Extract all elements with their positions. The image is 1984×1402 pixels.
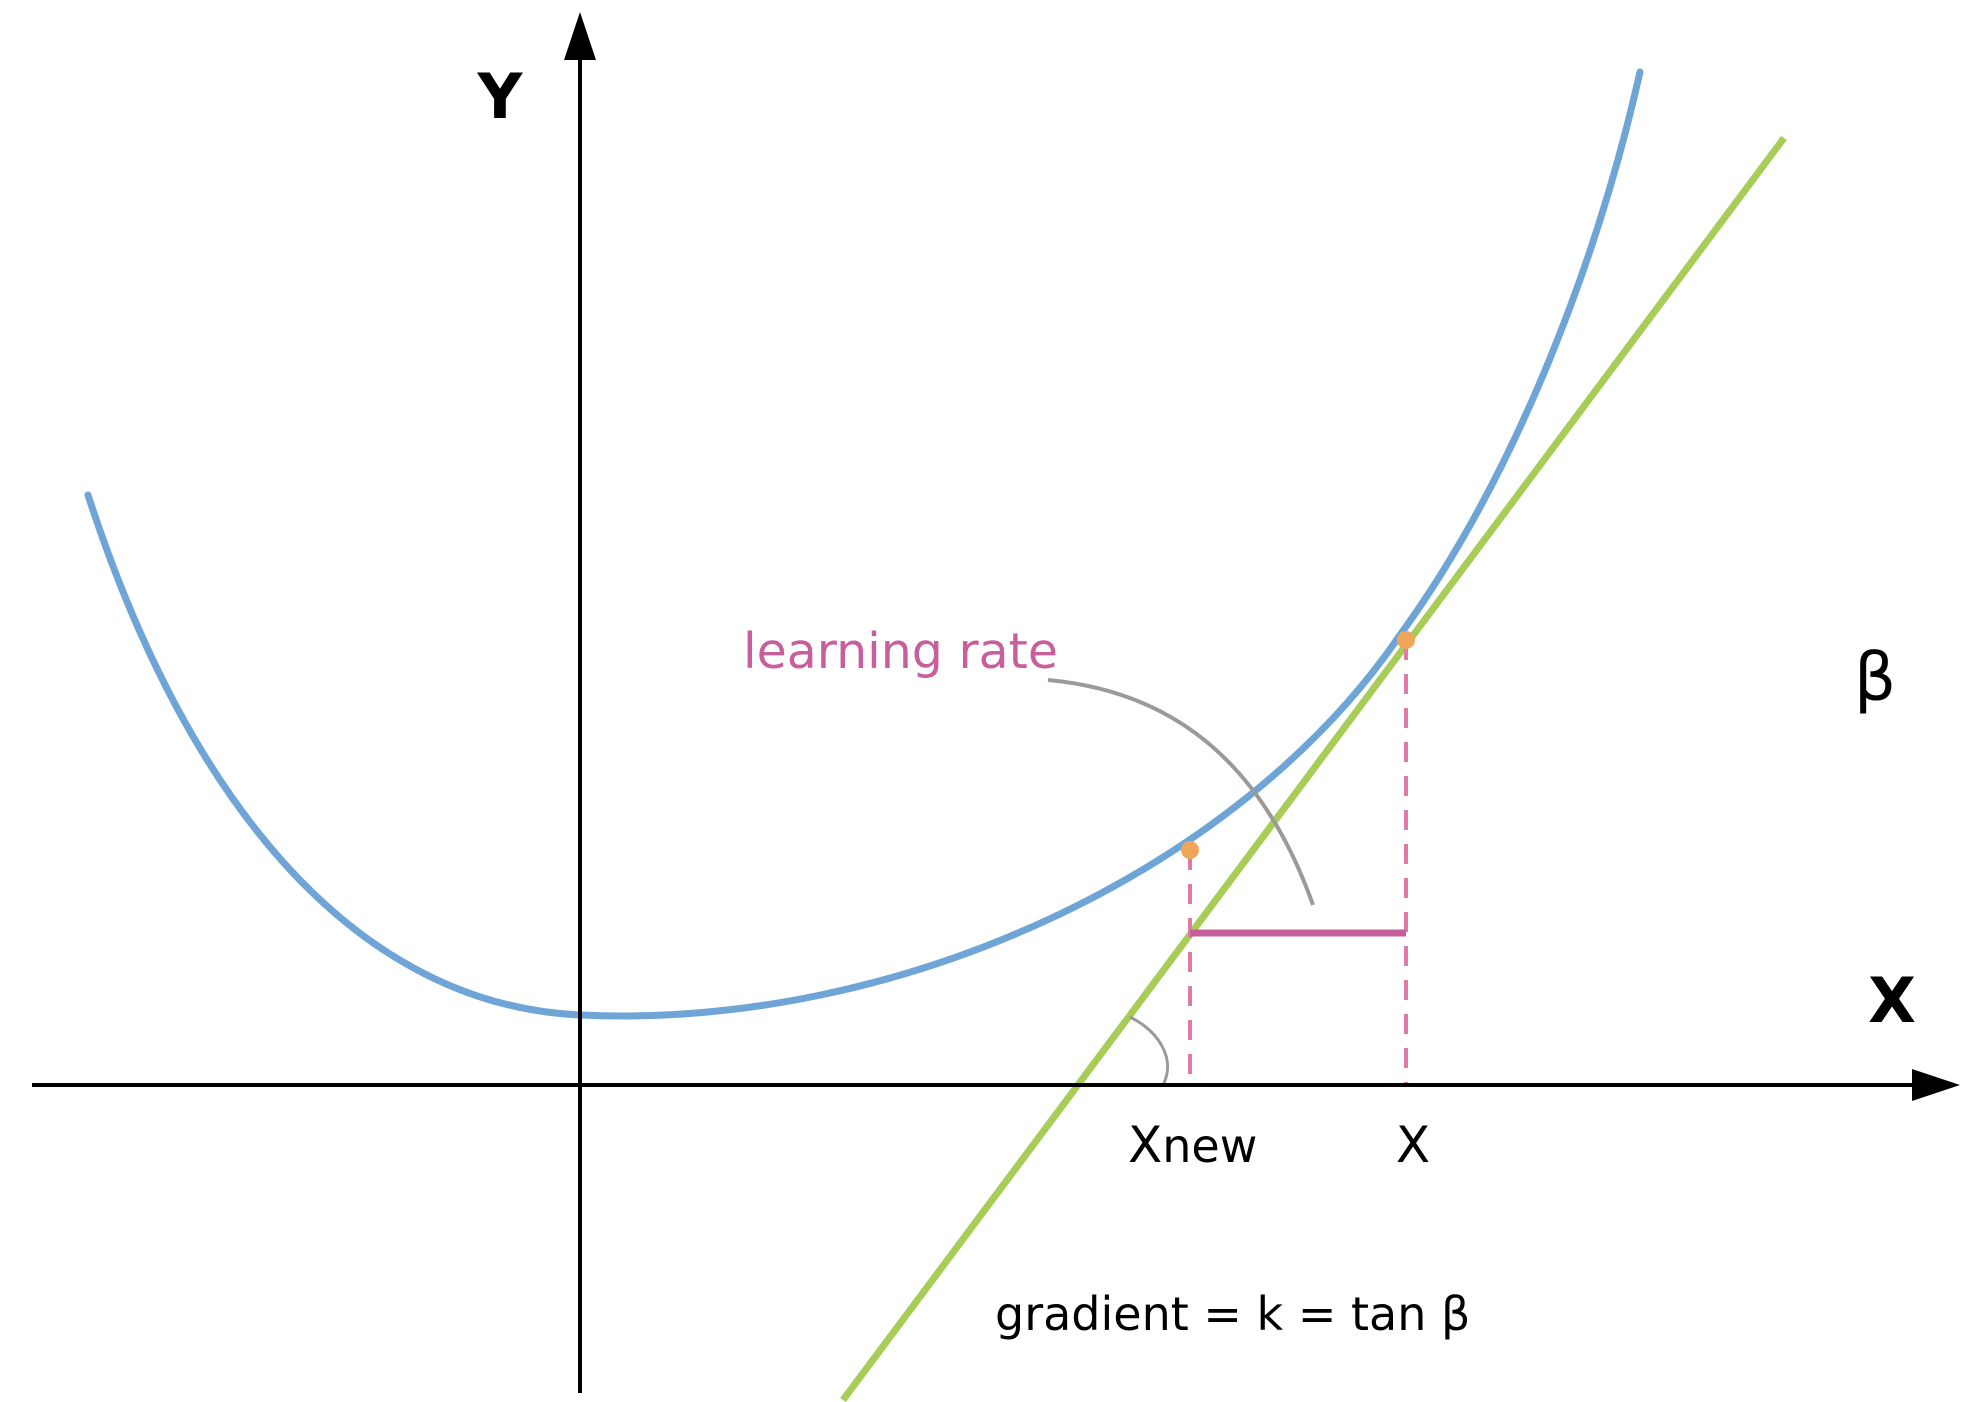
angle-arc	[1129, 1015, 1169, 1086]
beta-label: β	[1854, 639, 1896, 716]
gradient-formula: gradient = k = tan β	[995, 1287, 1470, 1341]
x-new-label-main: X	[1128, 1116, 1162, 1174]
x-new-point	[1181, 841, 1199, 859]
y-axis-label: Y	[477, 60, 524, 133]
learning-rate-label: learning rate	[743, 623, 1058, 680]
x-axis-label: X	[1868, 964, 1916, 1037]
loss-curve	[84, 68, 1644, 1020]
y-axis-arrowhead	[564, 12, 596, 60]
x-point	[1397, 631, 1415, 649]
x-axis-arrowhead	[1912, 1069, 1960, 1101]
x-new-label-sub: new	[1162, 1119, 1257, 1173]
tangent-line	[840, 135, 1787, 1402]
x-current-label: X	[1396, 1116, 1430, 1174]
x-new-label: Xnew	[1128, 1116, 1257, 1174]
learning-rate-leader	[1047, 678, 1315, 906]
